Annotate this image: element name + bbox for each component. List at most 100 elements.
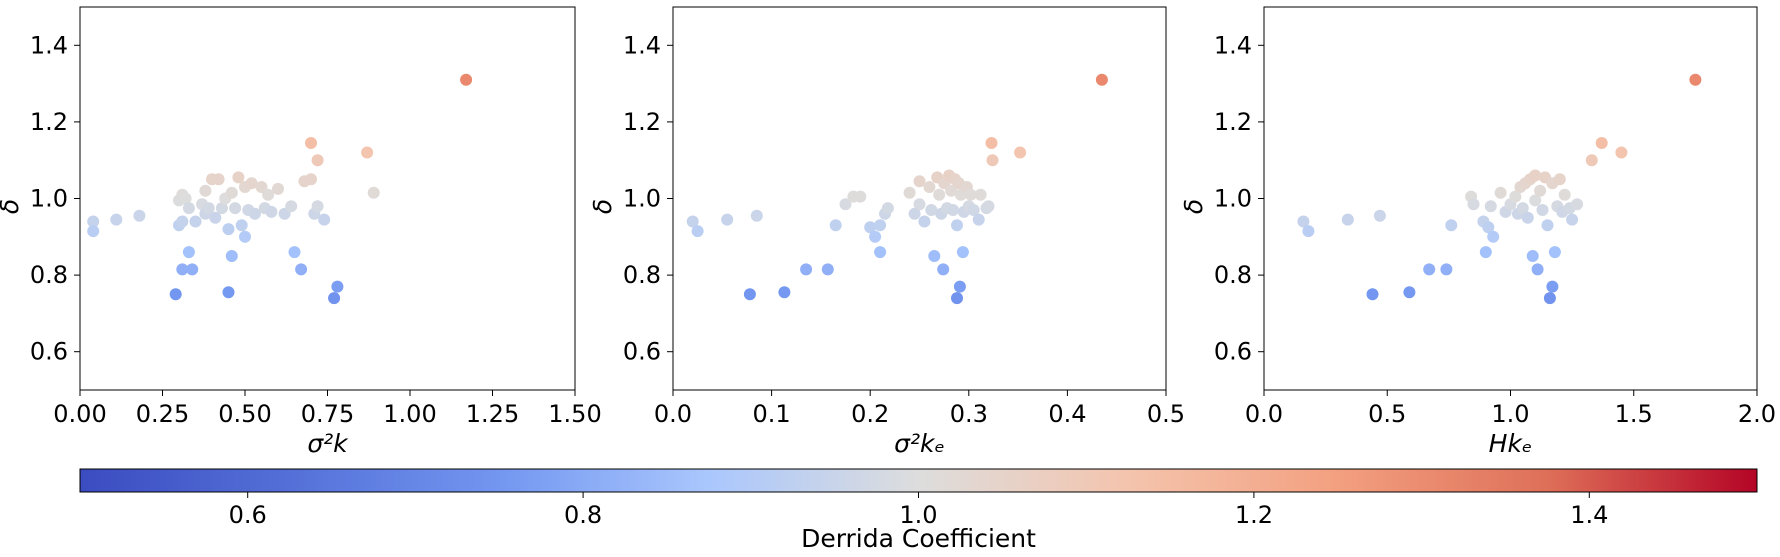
colorbar-tick-label: 1.2 bbox=[1235, 501, 1273, 529]
scatter-point bbox=[1689, 73, 1702, 86]
scatter-point bbox=[1558, 188, 1571, 201]
y-tick-label: 0.8 bbox=[1214, 261, 1252, 289]
scatter-point bbox=[1546, 280, 1559, 293]
scatter-point bbox=[1484, 200, 1497, 213]
scatter-point bbox=[956, 246, 969, 259]
scatter-point bbox=[1445, 219, 1458, 232]
scatter-point bbox=[225, 186, 238, 199]
scatter-point bbox=[305, 137, 317, 149]
scatter-point bbox=[1531, 263, 1544, 276]
y-axis-label: δ bbox=[0, 199, 24, 214]
y-tick-label: 1.0 bbox=[1214, 185, 1252, 213]
scatter-point bbox=[1479, 246, 1492, 259]
scatter-point bbox=[972, 213, 985, 226]
scatter-point bbox=[186, 263, 199, 276]
x-tick-label: 2.0 bbox=[1738, 400, 1776, 428]
scatter-point bbox=[361, 146, 374, 159]
scatter-point bbox=[821, 263, 834, 276]
scatter-point bbox=[1595, 137, 1608, 149]
scatter-point bbox=[778, 286, 791, 299]
scatter-point bbox=[854, 190, 867, 203]
scatter-point bbox=[1482, 221, 1495, 234]
y-tick-label: 0.8 bbox=[623, 261, 661, 289]
scatter-point bbox=[947, 204, 959, 216]
x-tick-label: 0.4 bbox=[1048, 400, 1086, 428]
x-tick-label: 0.2 bbox=[851, 400, 889, 428]
scatter-point bbox=[1341, 213, 1354, 226]
colorbar-label: Derrida Coefficient bbox=[801, 524, 1036, 553]
scatter-point bbox=[1366, 288, 1379, 301]
scatter-point bbox=[311, 154, 324, 167]
scatter-point bbox=[974, 188, 987, 201]
scatter-point bbox=[1302, 225, 1315, 238]
scatter-point bbox=[235, 219, 248, 232]
y-tick-label: 1.4 bbox=[30, 31, 68, 59]
x-tick-label: 0.25 bbox=[136, 400, 189, 428]
scatter-point bbox=[222, 286, 235, 299]
scatter-point bbox=[964, 188, 977, 201]
scatter-point bbox=[982, 200, 995, 213]
scatter-panel-2: 0.0 0.1 0.2 0.3 0.4 0.5 0.6 0.8 1.0 1.2 1.4 σ²kₑ δ bbox=[588, 6, 1185, 458]
scatter-point bbox=[222, 223, 235, 236]
scatter-point bbox=[318, 213, 331, 226]
y-tick-label: 0.6 bbox=[623, 338, 661, 366]
scatter-point bbox=[829, 219, 842, 232]
x-tick-label: 0.3 bbox=[950, 400, 988, 428]
scatter-point bbox=[839, 198, 852, 211]
scatter-point bbox=[272, 182, 284, 195]
x-tick-label: 0.5 bbox=[1147, 400, 1185, 428]
scatter-point bbox=[864, 221, 877, 234]
y-tick-label: 0.8 bbox=[30, 261, 68, 289]
scatter-point bbox=[750, 209, 763, 222]
scatter-point bbox=[1543, 292, 1556, 305]
scatter-point bbox=[913, 175, 926, 188]
scatter-point bbox=[1571, 198, 1584, 211]
y-tick-label: 0.6 bbox=[1214, 338, 1252, 366]
scatter-point bbox=[951, 219, 963, 232]
scatter-point bbox=[923, 181, 936, 193]
y-tick-label: 0.6 bbox=[30, 338, 68, 366]
scatter-point bbox=[1534, 184, 1547, 197]
scatter-panel-3: 0.0 0.5 1.0 1.5 2.0 0.6 0.8 1.0 1.2 1.4 Hkₑ δ bbox=[1179, 6, 1776, 458]
x-tick-label: 1.00 bbox=[383, 400, 436, 428]
y-tick-label: 1.2 bbox=[1214, 108, 1252, 136]
colorbar: 0.6 0.8 1.0 1.2 1.4 Derrida Coefficient bbox=[79, 468, 1758, 553]
scatter-point bbox=[331, 280, 344, 293]
colorbar-tick-label: 1.0 bbox=[899, 501, 937, 529]
scatter-point bbox=[918, 215, 931, 228]
colorbar-tick-label: 0.8 bbox=[564, 501, 602, 529]
y-tick-label: 1.4 bbox=[1214, 31, 1252, 59]
y-tick-label: 1.0 bbox=[623, 185, 661, 213]
scatter-point bbox=[903, 186, 916, 199]
scatter-point bbox=[721, 213, 734, 226]
plot-frame bbox=[79, 6, 576, 391]
scatter-point bbox=[1521, 211, 1534, 224]
scatter-point bbox=[869, 230, 882, 243]
scatter-point bbox=[913, 198, 926, 211]
scatter-point bbox=[691, 225, 704, 238]
scatter-point bbox=[305, 173, 317, 186]
scatter-point bbox=[1541, 219, 1554, 232]
scatter-point bbox=[1095, 73, 1108, 86]
y-tick-label: 1.2 bbox=[30, 108, 68, 136]
scatter-point bbox=[189, 215, 202, 228]
scatter-point bbox=[248, 207, 261, 220]
scatter-point bbox=[1373, 209, 1386, 222]
scatter-point bbox=[367, 186, 380, 199]
x-tick-label: 0.5 bbox=[1368, 400, 1406, 428]
scatter-point bbox=[986, 154, 999, 167]
scatter-point bbox=[1467, 198, 1480, 211]
scatter-point bbox=[182, 246, 195, 259]
scatter-point bbox=[874, 246, 887, 259]
scatter-point bbox=[1529, 169, 1542, 182]
scatter-point bbox=[265, 205, 278, 218]
scatter-point bbox=[925, 204, 938, 216]
scatter-point bbox=[928, 250, 941, 262]
x-tick-label: 0.1 bbox=[753, 400, 791, 428]
scatter-point bbox=[212, 173, 225, 186]
x-axis-label: σ²k bbox=[307, 429, 349, 458]
scatter-point bbox=[1615, 146, 1628, 159]
scatter-point bbox=[951, 292, 963, 305]
scatter-point bbox=[953, 280, 966, 293]
